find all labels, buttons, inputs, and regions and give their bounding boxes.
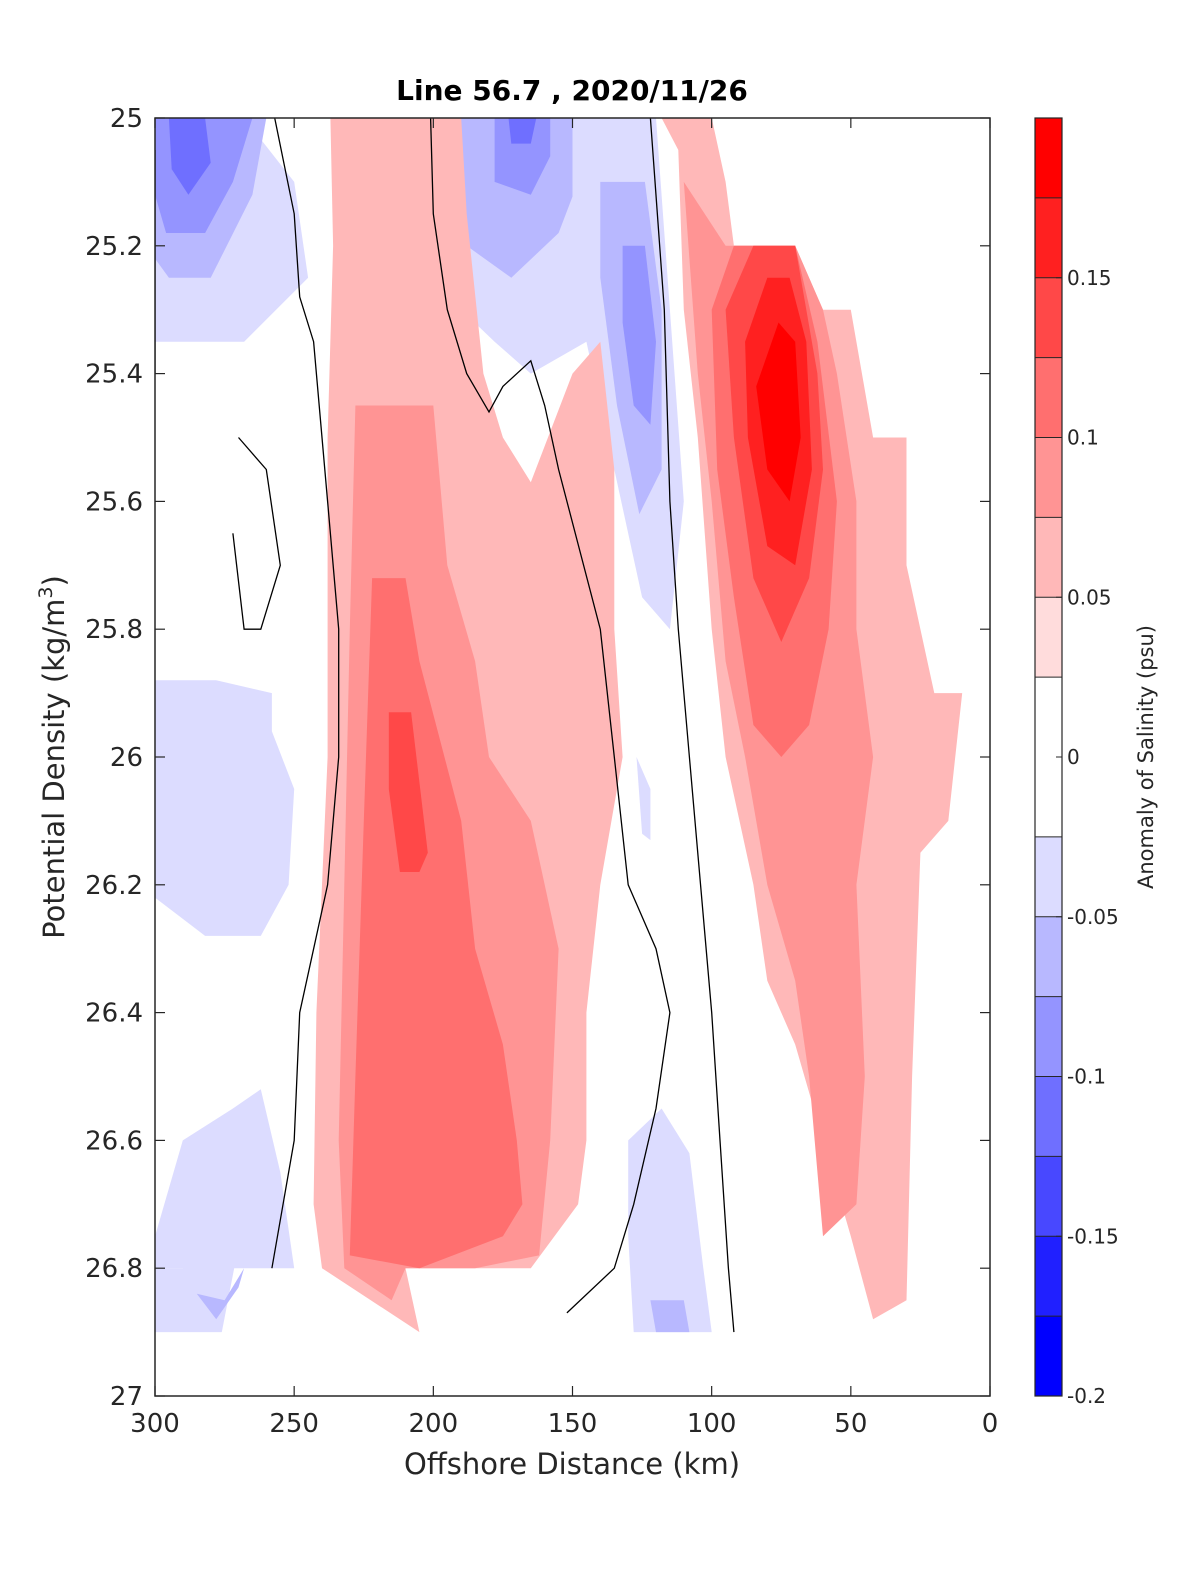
colorbar-tick-label: -0.15 <box>1067 1224 1119 1248</box>
colorbar-swatch <box>1035 517 1062 598</box>
negative-anomaly-region <box>155 680 295 936</box>
negative-anomaly-region <box>196 1268 245 1320</box>
colorbar-swatch <box>1035 597 1062 678</box>
y-tick-label: 25.8 <box>85 615 143 645</box>
zero-contour-lines <box>155 118 735 1333</box>
zero-contour <box>429 118 671 1314</box>
colorbar-swatch <box>1035 118 1062 198</box>
negative-anomaly-region <box>155 1089 295 1269</box>
negative-anomaly-region <box>508 118 537 144</box>
y-axis-ticks: 25 25.2 25.4 25.6 25.8 26 26.2 26.4 26.6 26.8 27 <box>85 104 990 1412</box>
colorbar-swatch <box>1035 996 1062 1077</box>
x-tick-label: 100 <box>687 1409 737 1439</box>
colorbar-tick-label: -0.05 <box>1067 905 1119 929</box>
colorbar: -0.2 -0.15 -0.1 -0.05 0 0.05 0.1 0.15 <box>1034 117 1119 1408</box>
negative-anomaly-region <box>636 757 651 841</box>
x-tick-label: 50 <box>834 1409 867 1439</box>
negative-anomaly-region <box>622 245 656 425</box>
y-tick-label: 25.2 <box>85 232 143 262</box>
colorbar-swatch <box>1035 197 1062 278</box>
zero-contour <box>232 437 281 630</box>
colorbar-tick-label: 0.15 <box>1067 266 1112 290</box>
colorbar-tick-label: 0 <box>1067 745 1080 769</box>
colorbar-swatch <box>1035 357 1062 438</box>
y-tick-label: 26.2 <box>85 871 143 901</box>
x-tick-label: 0 <box>982 1409 999 1439</box>
colorbar-swatch <box>1035 1156 1062 1237</box>
colorbar-tick-label: 0.1 <box>1067 426 1099 450</box>
colorbar-swatch <box>1035 1316 1062 1396</box>
zero-contour <box>271 118 340 1269</box>
colorbar-swatch <box>1035 437 1062 518</box>
x-tick-label: 250 <box>269 1409 319 1439</box>
negative-anomaly-region <box>168 118 211 195</box>
y-tick-label: 26.4 <box>85 999 143 1029</box>
colorbar-tick-label: -0.2 <box>1067 1384 1106 1408</box>
y-tick-label: 26.6 <box>85 1126 143 1156</box>
colorbar-swatch <box>1035 916 1062 997</box>
positive-anomaly-region <box>388 712 428 872</box>
y-tick-label: 25.6 <box>85 487 143 517</box>
x-tick-label: 200 <box>409 1409 459 1439</box>
y-tick-label: 25.4 <box>85 360 143 390</box>
negative-anomaly-region <box>494 118 551 195</box>
y-tick-label: 26 <box>110 743 143 773</box>
colorbar-swatch <box>1035 836 1062 917</box>
y-tick-label: 27 <box>110 1382 143 1412</box>
colorbar-swatch <box>1035 277 1062 358</box>
zero-contour <box>649 118 735 1333</box>
colorbar-label: Anomaly of Salinity (psu) <box>1134 625 1158 889</box>
x-tick-label: 300 <box>130 1409 180 1439</box>
colorbar-tick-label: 0.05 <box>1067 585 1112 609</box>
y-tick-label: 25 <box>110 104 143 134</box>
x-axis-ticks: 300 250 200 150 100 50 0 <box>130 118 998 1439</box>
x-axis-label: Offshore Distance (km) <box>404 1447 740 1481</box>
negative-anomaly-region <box>650 1300 690 1333</box>
chart-title: Line 56.7 , 2020/11/26 <box>396 74 748 107</box>
plot-area: 300 250 200 150 100 50 0 2525.225.425.625.8262… <box>85 104 998 1439</box>
negative-anomaly-region <box>628 1108 712 1333</box>
colorbar-tick-label: -0.1 <box>1067 1065 1106 1089</box>
colorbar-swatch <box>1035 1076 1062 1157</box>
salinity-anomaly-fills <box>155 118 963 1333</box>
y-tick-label: 26.8 <box>85 1254 143 1284</box>
positive-anomaly-region <box>756 322 801 502</box>
colorbar-swatch <box>1035 1236 1062 1317</box>
y-axis-label: Potential Density (kg/m3) <box>35 575 71 939</box>
x-tick-label: 150 <box>548 1409 598 1439</box>
